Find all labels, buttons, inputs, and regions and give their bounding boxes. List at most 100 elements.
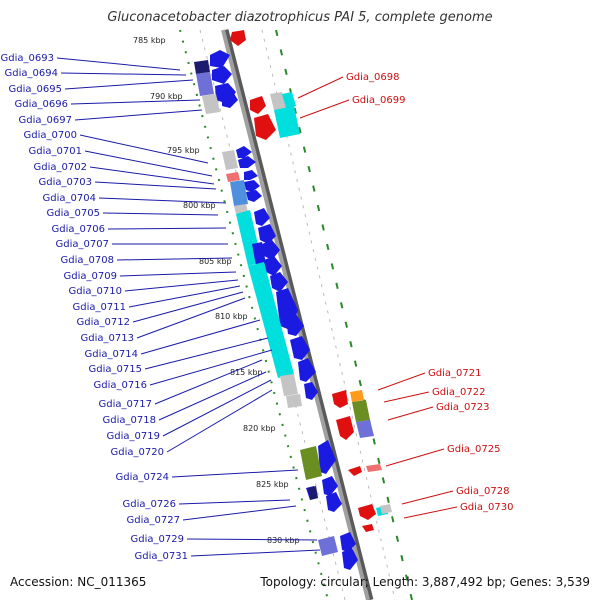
gene-arrow[interactable] (250, 96, 266, 114)
gene-label[interactable]: Gdia_0713 (81, 333, 134, 344)
gene-label[interactable]: Gdia_0707 (56, 239, 109, 250)
gene-label[interactable]: Gdia_0723 (436, 402, 489, 413)
gene-box[interactable] (196, 72, 214, 96)
gene-label[interactable]: Gdia_0716 (94, 380, 147, 391)
gene-label[interactable]: Gdia_0703 (39, 177, 92, 188)
gene-label[interactable]: Gdia_0702 (34, 162, 87, 173)
left-gene-gdia-0720[interactable]: Gdia_0720 (111, 389, 273, 458)
right-gene-gdia-0698[interactable]: Gdia_0698 (297, 72, 399, 99)
right-gene-gdia-0728[interactable]: Gdia_0728 (401, 486, 509, 505)
gene-arrow[interactable] (254, 208, 270, 226)
gene-box[interactable] (194, 60, 210, 74)
left-gene-gdia-0694[interactable]: Gdia_0694 (5, 68, 187, 79)
gene-arrow[interactable] (286, 314, 304, 336)
gene-label[interactable]: Gdia_0694 (5, 68, 58, 79)
left-gene-gdia-0713[interactable]: Gdia_0713 (81, 297, 246, 344)
gene-arrow[interactable] (326, 492, 342, 512)
gene-label[interactable]: Gdia_0704 (43, 193, 96, 204)
left-gene-gdia-0705[interactable]: Gdia_0705 (47, 208, 219, 219)
gene-box[interactable] (222, 150, 238, 170)
gene-label[interactable]: Gdia_0708 (61, 255, 114, 266)
gene-arrow[interactable] (238, 156, 256, 168)
gene-arrow[interactable] (362, 524, 374, 532)
gene-arrow[interactable] (246, 190, 262, 202)
left-gene-gdia-0718[interactable]: Gdia_0718 (103, 371, 267, 426)
left-gene-gdia-0696[interactable]: Gdia_0696 (15, 99, 201, 110)
gene-label[interactable]: Gdia_0721 (428, 368, 481, 379)
gene-box[interactable] (248, 262, 294, 378)
gene-arrow[interactable] (210, 50, 230, 68)
left-gene-gdia-0708[interactable]: Gdia_0708 (61, 255, 233, 266)
gene-box[interactable] (286, 394, 302, 408)
gene-arrow[interactable] (236, 146, 252, 158)
gene-arrow[interactable] (340, 532, 356, 552)
left-gene-gdia-0726[interactable]: Gdia_0726 (123, 499, 291, 510)
gene-label[interactable]: Gdia_0729 (131, 534, 184, 545)
gene-label[interactable]: Gdia_0725 (447, 444, 500, 455)
gene-label[interactable]: Gdia_0728 (456, 486, 509, 497)
gene-label[interactable]: Gdia_0712 (77, 317, 130, 328)
gene-label[interactable]: Gdia_0730 (460, 502, 513, 513)
gene-box[interactable] (280, 374, 298, 396)
left-gene-gdia-0724[interactable]: Gdia_0724 (116, 469, 299, 483)
right-gene-gdia-0722[interactable]: Gdia_0722 (383, 387, 485, 403)
gene-label[interactable]: Gdia_0709 (64, 271, 117, 282)
left-gene-gdia-0729[interactable]: Gdia_0729 (131, 534, 318, 545)
left-gene-gdia-0701[interactable]: Gdia_0701 (29, 146, 213, 177)
left-gene-gdia-0697[interactable]: Gdia_0697 (19, 109, 203, 126)
left-gene-gdia-0717[interactable]: Gdia_0717 (99, 359, 263, 410)
gene-box[interactable] (380, 504, 392, 514)
gene-arrow[interactable] (318, 440, 336, 474)
gene-box[interactable] (366, 464, 382, 472)
gene-arrow[interactable] (348, 466, 362, 476)
gene-label[interactable]: Gdia_0717 (99, 399, 152, 410)
left-gene-gdia-0693[interactable]: Gdia_0693 (1, 53, 181, 71)
gene-arrow[interactable] (290, 336, 310, 360)
gene-arrow[interactable] (298, 358, 316, 382)
left-gene-gdia-0703[interactable]: Gdia_0703 (39, 177, 217, 190)
gene-box[interactable] (226, 172, 240, 182)
right-gene-gdia-0730[interactable]: Gdia_0730 (403, 502, 513, 519)
gene-label[interactable]: Gdia_0693 (1, 53, 54, 64)
gene-label[interactable]: Gdia_0731 (135, 551, 188, 562)
gene-label[interactable]: Gdia_0720 (111, 447, 164, 458)
gene-arrow[interactable] (244, 180, 260, 192)
gene-box[interactable] (234, 204, 248, 214)
gene-label[interactable]: Gdia_0701 (29, 146, 82, 157)
gene-box[interactable] (318, 536, 338, 556)
gene-label[interactable]: Gdia_0724 (116, 472, 169, 483)
gene-box[interactable] (252, 242, 266, 266)
gene-arrow[interactable] (262, 240, 280, 260)
gene-box[interactable] (282, 92, 296, 108)
gene-box[interactable] (350, 390, 364, 402)
gene-label[interactable]: Gdia_0699 (352, 95, 405, 106)
gene-label[interactable]: Gdia_0727 (127, 515, 180, 526)
left-gene-gdia-0711[interactable]: Gdia_0711 (73, 285, 241, 313)
left-gene-gdia-0700[interactable]: Gdia_0700 (24, 130, 209, 164)
left-gene-gdia-0719[interactable]: Gdia_0719 (107, 379, 272, 442)
right-gene-gdia-0699[interactable]: Gdia_0699 (299, 95, 405, 119)
gene-label[interactable]: Gdia_0695 (9, 84, 62, 95)
gene-label[interactable]: Gdia_0706 (52, 224, 105, 235)
gene-arrow[interactable] (212, 66, 232, 84)
gene-label[interactable]: Gdia_0696 (15, 99, 68, 110)
gene-arrow[interactable] (264, 256, 282, 276)
gene-arrow[interactable] (332, 390, 348, 408)
gene-arrow[interactable] (304, 382, 318, 400)
gene-arrow[interactable] (230, 30, 246, 46)
left-gene-gdia-0716[interactable]: Gdia_0716 (94, 349, 273, 391)
gene-box[interactable] (352, 400, 370, 422)
gene-box[interactable] (300, 446, 322, 480)
left-gene-gdia-0727[interactable]: Gdia_0727 (127, 505, 297, 526)
gene-label[interactable]: Gdia_0726 (123, 499, 176, 510)
gene-label[interactable]: Gdia_0714 (85, 349, 138, 360)
gene-label[interactable]: Gdia_0710 (69, 286, 122, 297)
gene-label[interactable]: Gdia_0705 (47, 208, 100, 219)
left-gene-gdia-0702[interactable]: Gdia_0702 (34, 162, 215, 185)
left-gene-gdia-0731[interactable]: Gdia_0731 (135, 549, 321, 562)
gene-label[interactable]: Gdia_0698 (346, 72, 399, 83)
left-gene-gdia-0704[interactable]: Gdia_0704 (43, 193, 227, 204)
left-gene-gdia-0707[interactable]: Gdia_0707 (56, 239, 228, 250)
gene-arrow[interactable] (244, 170, 258, 180)
gene-box[interactable] (274, 106, 300, 138)
